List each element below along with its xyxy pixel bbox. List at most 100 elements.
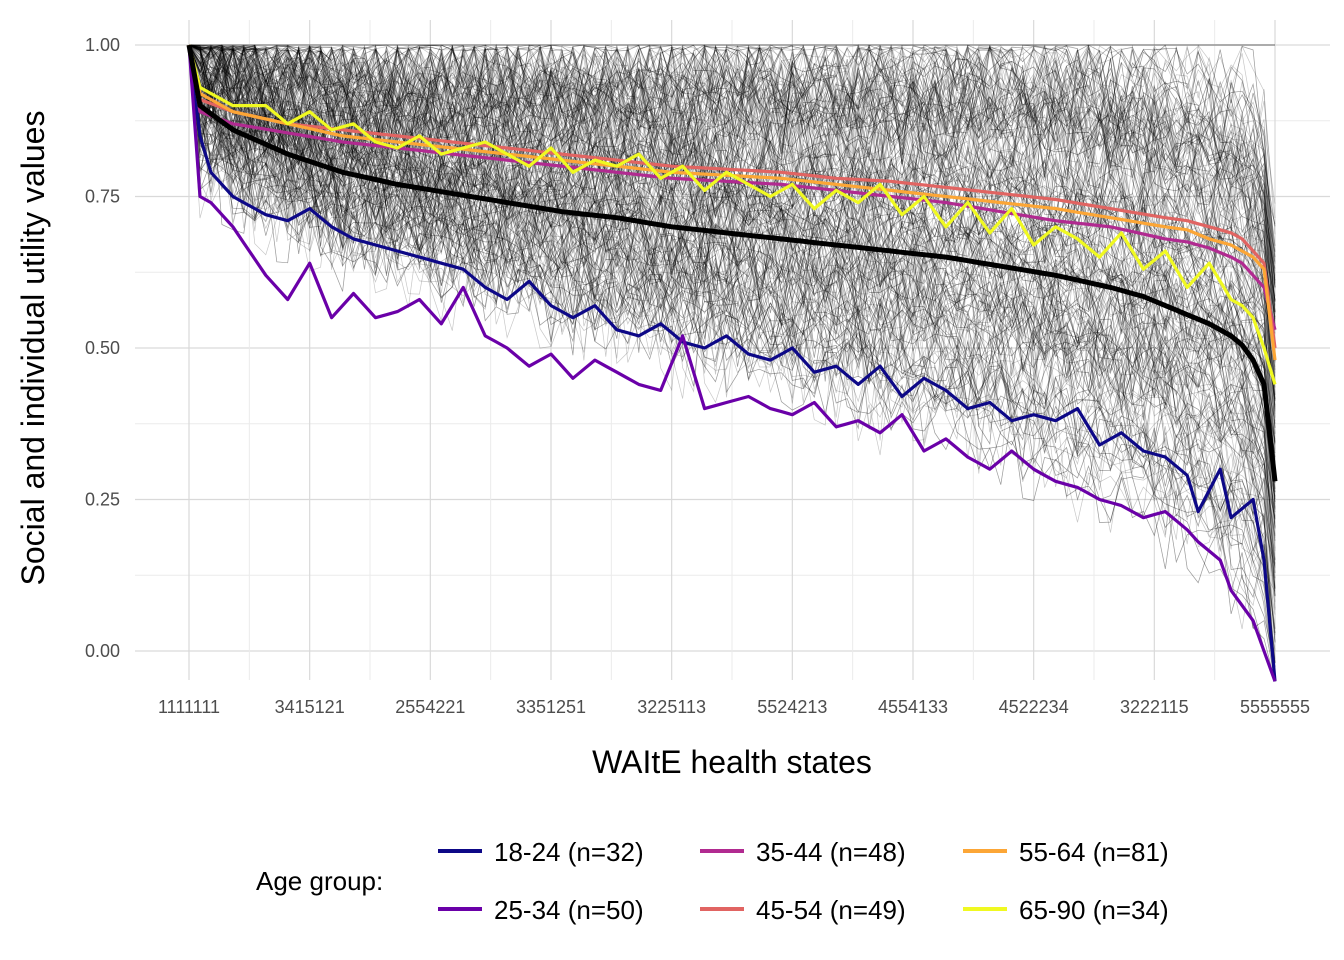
individual-line — [188, 44, 1276, 374]
individual-line — [188, 44, 1276, 682]
individual-line — [188, 44, 1276, 483]
individual-line — [188, 44, 1276, 354]
individual-line — [188, 44, 1276, 478]
individual-line — [188, 44, 1276, 271]
individual-line — [188, 44, 1276, 500]
individual-line — [188, 44, 1276, 643]
individual-line — [188, 44, 1276, 289]
individual-line — [188, 44, 1276, 679]
individual-line — [188, 44, 1276, 589]
individual-line — [188, 44, 1276, 258]
individual-line — [188, 44, 1276, 589]
y-tick-label: 1.00 — [85, 35, 120, 55]
individual-line — [188, 44, 1276, 567]
individual-line — [188, 44, 1276, 350]
individual-line — [188, 44, 1276, 470]
individual-line — [188, 44, 1276, 502]
individual-line — [188, 44, 1276, 682]
individual-line — [188, 44, 1276, 246]
individual-line — [188, 44, 1276, 568]
individual-line — [188, 44, 1276, 424]
individual-line — [188, 44, 1276, 679]
individual-line — [188, 43, 1276, 288]
legend-title: Age group: — [256, 866, 383, 896]
individual-line — [188, 44, 1276, 312]
series-lines — [186, 44, 1278, 682]
x-tick-label: 5555555 — [1240, 697, 1310, 717]
individual-line — [188, 44, 1276, 663]
individual-line — [188, 44, 1276, 300]
individual-line — [188, 44, 1276, 388]
y-tick-label: 0.50 — [85, 338, 120, 358]
individual-line — [188, 44, 1276, 302]
individual-line — [188, 44, 1276, 564]
individual-line — [188, 43, 1276, 288]
individual-line — [188, 44, 1276, 284]
individual-line — [188, 44, 1276, 517]
individual-line — [188, 44, 1276, 579]
social-value-line — [186, 44, 1278, 482]
individual-line — [188, 44, 1276, 313]
individual-line — [188, 44, 1276, 263]
individual-line — [188, 44, 1276, 441]
individual-line — [188, 44, 1276, 528]
x-tick-label: 3225113 — [637, 697, 706, 717]
individual-line — [188, 44, 1276, 258]
individual-line — [188, 44, 1276, 259]
individual-line — [188, 44, 1276, 513]
individual-line — [188, 44, 1276, 371]
individual-line — [188, 44, 1276, 460]
individual-line — [188, 44, 1276, 664]
individual-line — [188, 44, 1276, 302]
individual-line — [188, 44, 1276, 317]
individual-line — [188, 44, 1276, 682]
individual-line — [188, 44, 1276, 329]
individual-line — [188, 44, 1276, 383]
individual-line — [188, 44, 1276, 479]
individual-line — [188, 44, 1276, 330]
individual-line — [188, 44, 1276, 300]
individual-line — [188, 44, 1276, 681]
individual-line — [188, 44, 1276, 569]
individual-line — [188, 44, 1276, 454]
individual-line — [188, 44, 1276, 325]
individual-line — [188, 44, 1276, 652]
individual-line — [188, 44, 1276, 412]
individual-line — [188, 44, 1276, 399]
individual-line — [188, 44, 1276, 412]
individual-line — [188, 44, 1276, 269]
individual-line — [188, 44, 1276, 313]
x-axis-title: WAItE health states — [592, 744, 872, 780]
individual-line — [188, 44, 1276, 252]
individual-line — [188, 44, 1276, 281]
individual-line — [188, 44, 1276, 528]
individual-line — [188, 44, 1276, 227]
individual-line — [188, 44, 1276, 349]
individual-line — [188, 44, 1276, 682]
individual-line — [188, 44, 1276, 668]
individual-line — [188, 44, 1276, 664]
individual-line — [188, 44, 1276, 660]
individual-line — [188, 44, 1276, 307]
individual-line — [188, 44, 1276, 634]
individual-line — [188, 44, 1276, 510]
individual-line — [188, 44, 1276, 384]
individual-line — [188, 44, 1276, 383]
individual-line — [188, 44, 1276, 520]
individual-line — [188, 44, 1276, 398]
x-tick-label: 3351251 — [516, 697, 586, 717]
individual-line — [188, 44, 1276, 444]
individual-line — [188, 44, 1276, 667]
series-line-6 — [187, 44, 1277, 385]
individual-line — [188, 44, 1276, 503]
individual-line — [188, 44, 1276, 458]
individual-line — [188, 44, 1276, 662]
individual-line — [188, 44, 1276, 560]
individual-line — [188, 44, 1276, 252]
individual-line — [188, 44, 1276, 370]
individual-line — [188, 44, 1276, 383]
individual-line — [188, 44, 1276, 682]
individual-line — [188, 44, 1276, 384]
individual-line — [188, 44, 1276, 300]
